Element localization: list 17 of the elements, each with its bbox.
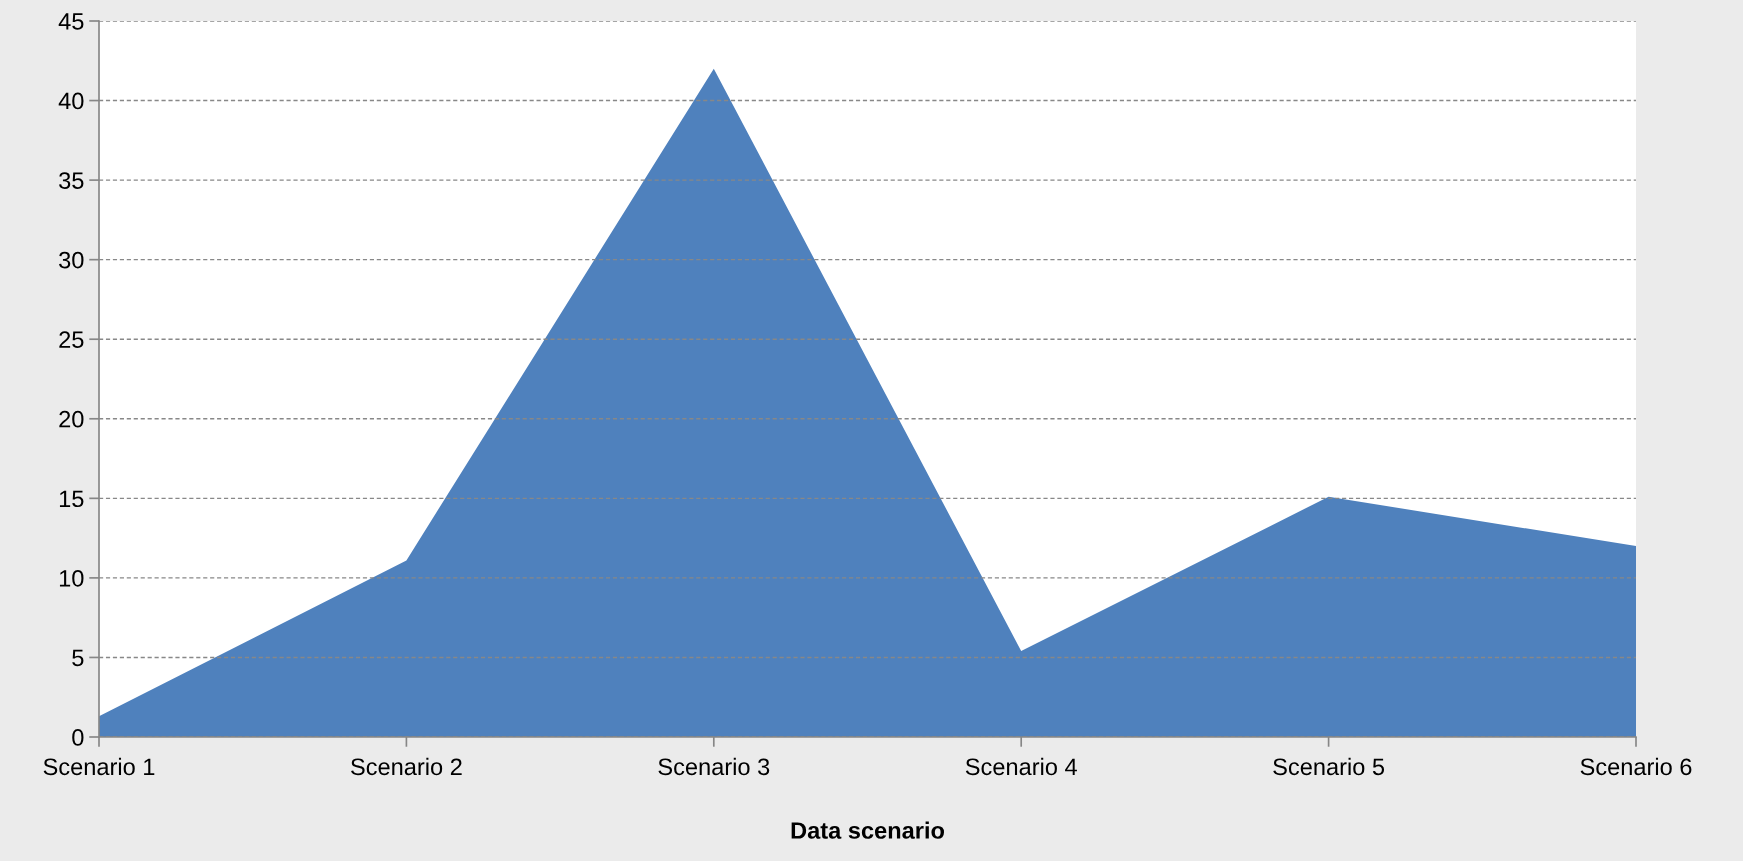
x-tick-label: Scenario 2 — [351, 757, 462, 776]
y-tick-label: 35 — [59, 172, 84, 189]
x-axis-title: Data scenario — [791, 821, 945, 839]
y-tick-label: 5 — [72, 649, 84, 667]
y-tick-label: 20 — [59, 410, 84, 428]
y-tick-label: 25 — [59, 331, 84, 349]
x-tick-label: Scenario 4 — [965, 757, 1077, 776]
y-tick-label: 15 — [59, 490, 84, 508]
x-tick-label: Scenario 3 — [658, 757, 770, 776]
x-tick-label: Scenario 1 — [43, 757, 155, 776]
y-tick-label: 30 — [59, 251, 84, 269]
x-tick-label: Scenario 5 — [1273, 757, 1385, 776]
y-tick-label: 10 — [59, 569, 84, 587]
y-tick-label: 0 — [72, 729, 84, 746]
y-tick-label: 40 — [58, 92, 84, 110]
x-tick-label: Scenario 6 — [1580, 757, 1692, 776]
y-tick-label: 45 — [58, 13, 84, 30]
